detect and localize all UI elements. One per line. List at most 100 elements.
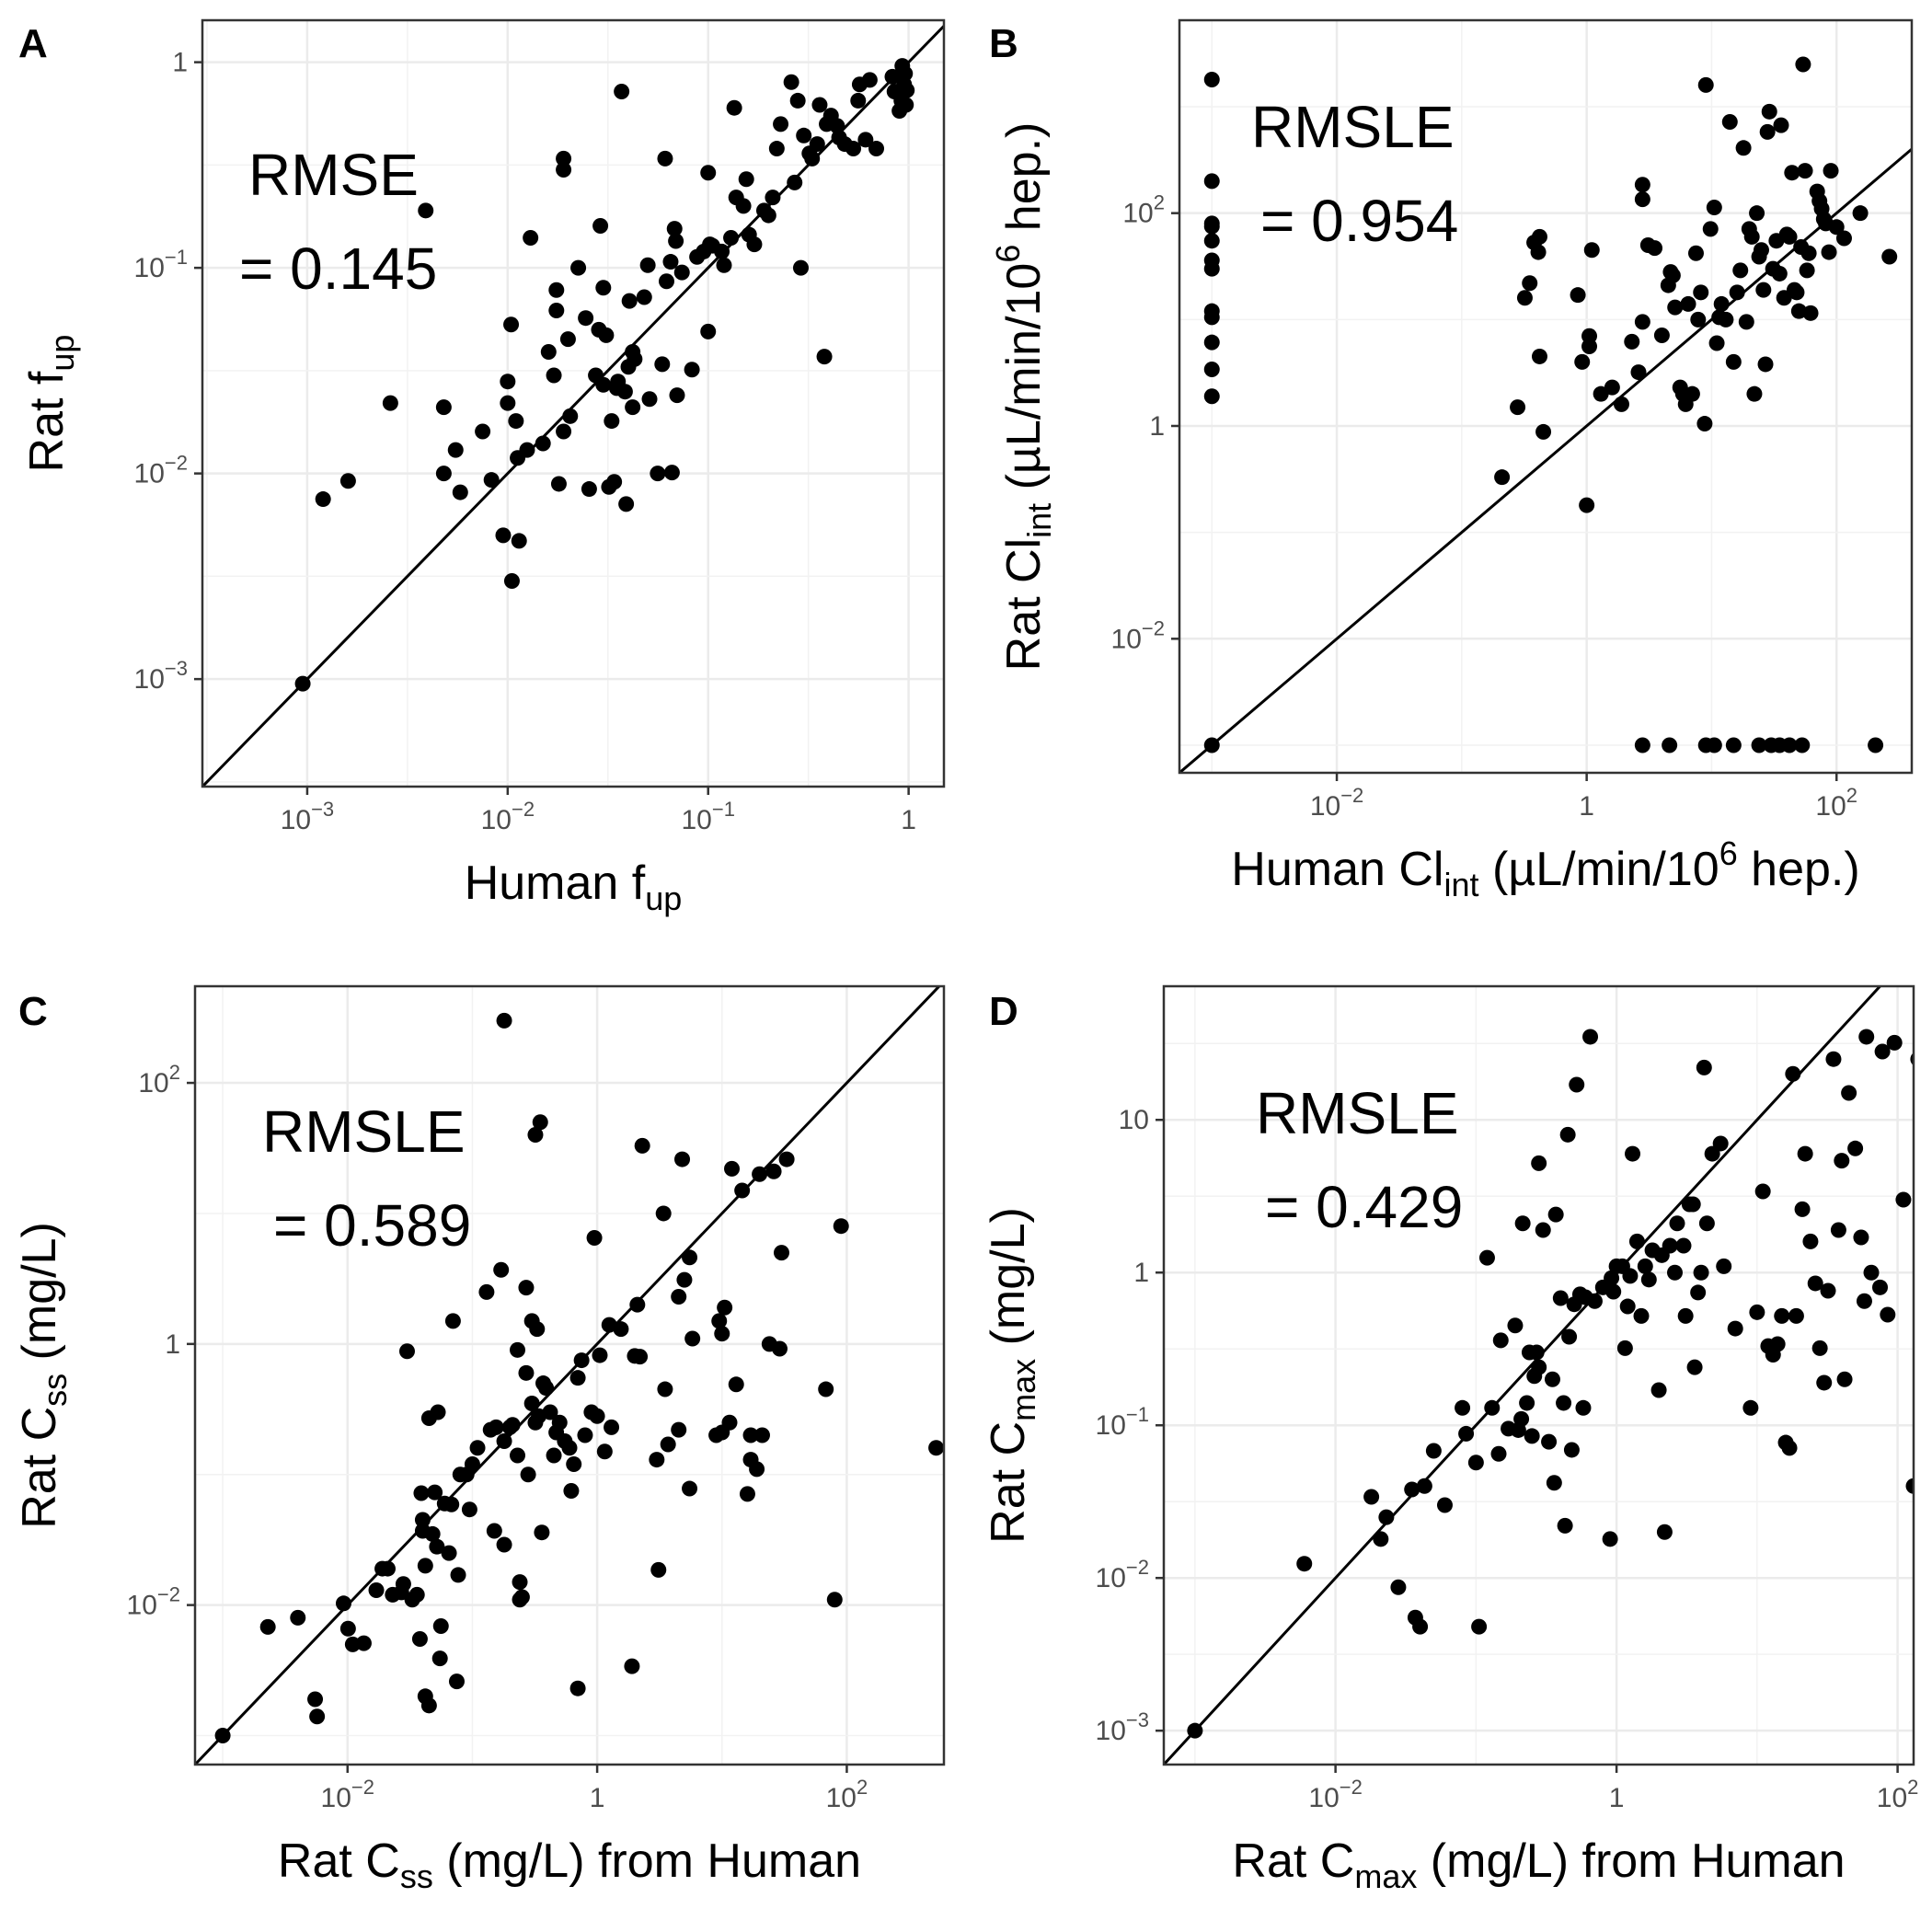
data-point bbox=[1800, 245, 1817, 261]
data-point bbox=[1847, 1140, 1864, 1156]
panel-letter: D bbox=[989, 989, 1018, 1034]
data-point bbox=[1716, 1258, 1732, 1274]
data-point bbox=[1746, 385, 1763, 402]
data-point bbox=[592, 218, 609, 235]
y-tick-label: 10−2 bbox=[134, 452, 188, 489]
panel-letter: C bbox=[18, 989, 48, 1034]
data-point bbox=[804, 150, 821, 167]
data-point bbox=[1455, 1399, 1471, 1416]
data-point bbox=[1795, 56, 1811, 73]
data-point bbox=[1706, 737, 1722, 753]
data-point bbox=[1535, 423, 1552, 440]
data-point bbox=[496, 1433, 512, 1450]
data-point bbox=[1684, 385, 1700, 402]
data-point bbox=[1530, 244, 1547, 260]
data-point bbox=[1721, 114, 1738, 131]
data-point bbox=[1781, 228, 1798, 245]
data-point bbox=[418, 202, 434, 219]
data-point bbox=[641, 391, 658, 408]
data-point bbox=[335, 1595, 351, 1612]
data-point bbox=[1563, 1442, 1580, 1458]
data-point bbox=[503, 316, 520, 333]
data-point bbox=[1484, 1399, 1501, 1416]
x-axis-title: Rat Cmax (mg/L) from Human bbox=[1232, 1834, 1845, 1895]
data-point bbox=[523, 229, 539, 246]
data-point bbox=[431, 1650, 448, 1667]
data-point bbox=[444, 1313, 461, 1329]
data-point bbox=[508, 413, 524, 430]
data-point bbox=[548, 282, 565, 298]
data-point bbox=[450, 1567, 466, 1583]
y-tick-label: 10 bbox=[1119, 1105, 1149, 1135]
data-point bbox=[1373, 1531, 1389, 1547]
data-point bbox=[1524, 1428, 1540, 1444]
data-point bbox=[1807, 1275, 1823, 1292]
data-point bbox=[639, 257, 656, 273]
data-point bbox=[563, 1482, 580, 1499]
y-tick-label: 10−1 bbox=[1096, 1403, 1149, 1441]
data-point bbox=[682, 1249, 698, 1266]
data-point bbox=[532, 1114, 548, 1131]
data-point bbox=[542, 1404, 558, 1420]
data-point bbox=[1546, 1475, 1562, 1491]
data-point bbox=[598, 327, 615, 343]
panel-b: 10−2 1 102 10−2 1 102 Human Clint (µL/min/106 … bbox=[989, 18, 1914, 903]
data-point bbox=[650, 1561, 667, 1578]
data-point bbox=[527, 1127, 544, 1144]
data-point bbox=[1797, 163, 1813, 179]
data-point bbox=[1755, 282, 1772, 298]
data-point bbox=[534, 1524, 550, 1541]
data-point bbox=[483, 472, 500, 489]
data-point bbox=[1203, 334, 1220, 351]
data-point bbox=[1647, 240, 1663, 257]
data-point bbox=[1619, 1298, 1636, 1315]
data-point bbox=[1693, 1264, 1709, 1281]
data-point bbox=[1749, 1304, 1765, 1320]
data-point bbox=[427, 1484, 443, 1501]
data-point bbox=[538, 1380, 555, 1397]
data-point bbox=[660, 1436, 676, 1453]
data-point bbox=[259, 1618, 276, 1635]
data-point bbox=[382, 395, 398, 411]
data-point bbox=[657, 150, 673, 167]
data-point bbox=[1690, 1284, 1707, 1301]
data-point bbox=[1729, 284, 1745, 301]
grid-lines bbox=[1179, 20, 1912, 773]
data-point bbox=[1790, 303, 1807, 319]
data-point bbox=[673, 264, 690, 281]
x-tick-label: 10−2 bbox=[1308, 1776, 1362, 1813]
x-axis-title: Rat Css (mg/L) from Human bbox=[278, 1834, 861, 1895]
data-point bbox=[1492, 1332, 1509, 1349]
data-point bbox=[1552, 1290, 1569, 1306]
data-point bbox=[1680, 295, 1696, 312]
data-point bbox=[1802, 305, 1819, 321]
data-point bbox=[1886, 1034, 1903, 1051]
data-point bbox=[518, 1364, 535, 1381]
annotation-metric: RMSLE bbox=[1256, 1080, 1459, 1146]
data-point bbox=[1516, 290, 1533, 306]
data-point bbox=[1363, 1489, 1380, 1505]
panel-border bbox=[1162, 984, 1915, 1766]
data-point bbox=[1650, 1382, 1667, 1398]
data-point bbox=[796, 127, 812, 144]
data-point bbox=[556, 150, 572, 167]
data-point bbox=[518, 1280, 535, 1296]
data-point bbox=[1203, 303, 1220, 319]
data-point bbox=[1696, 416, 1713, 432]
data-point bbox=[723, 229, 740, 246]
data-point bbox=[684, 362, 700, 378]
data-point bbox=[556, 423, 572, 440]
data-point bbox=[669, 387, 685, 404]
data-point bbox=[649, 1452, 665, 1468]
data-point bbox=[850, 92, 867, 109]
data-point bbox=[717, 1299, 733, 1316]
y-tick-label: 1 bbox=[165, 1329, 180, 1360]
data-point bbox=[604, 1419, 620, 1435]
data-points bbox=[214, 1012, 944, 1744]
panel-border bbox=[193, 984, 946, 1766]
data-point bbox=[684, 1330, 701, 1347]
data-point bbox=[1579, 497, 1595, 513]
data-point bbox=[1874, 1043, 1891, 1060]
data-point bbox=[778, 1151, 795, 1167]
